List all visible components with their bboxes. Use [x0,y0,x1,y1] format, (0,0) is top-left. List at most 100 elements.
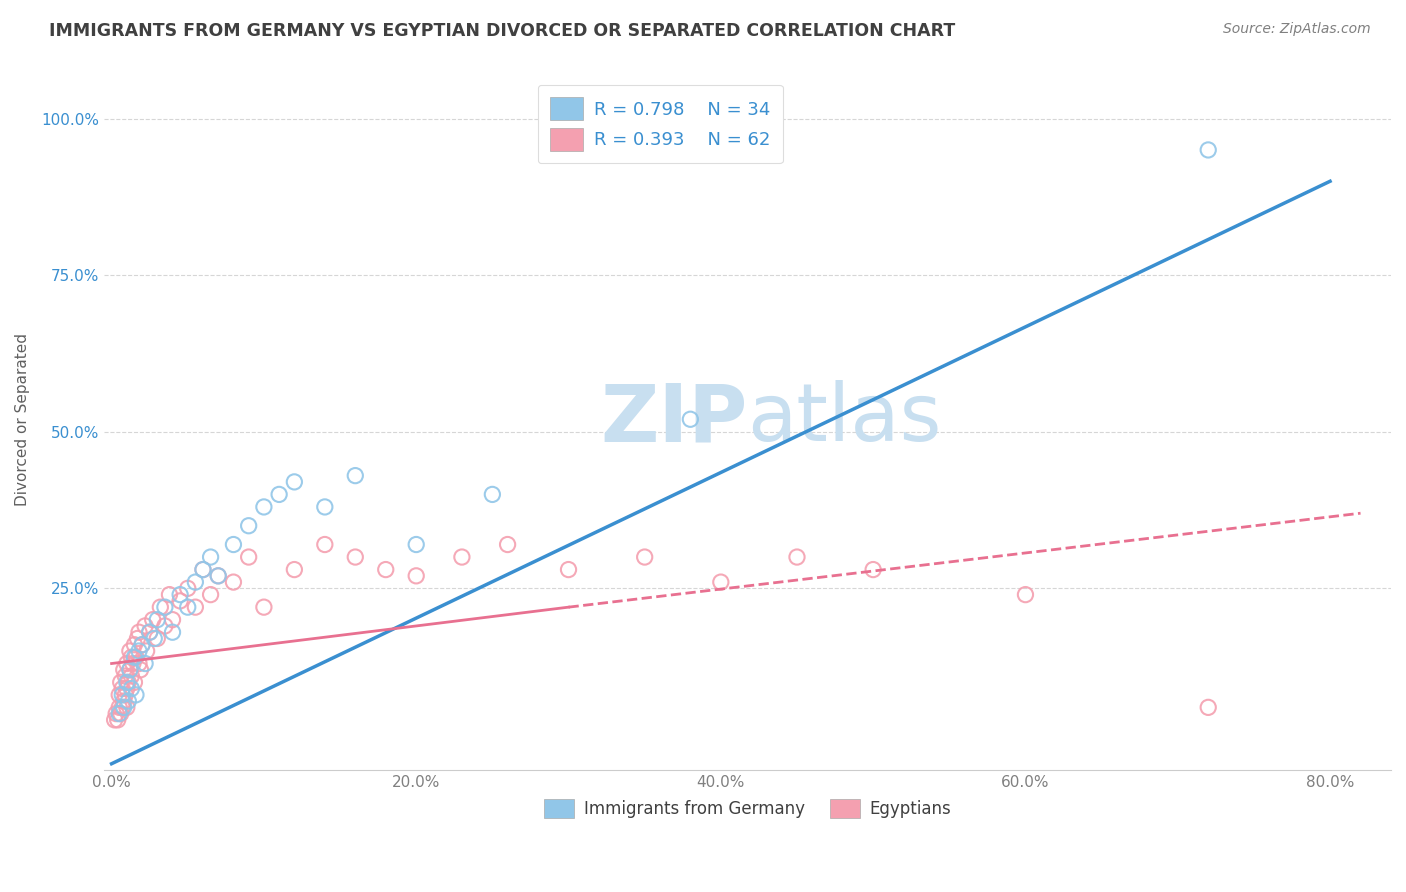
Point [125,688,148,702]
Point [374,563,396,577]
Point [191,563,214,577]
Point [122,657,145,671]
Point [110,706,132,721]
Point [222,537,245,551]
Point [634,549,657,564]
Point [162,625,184,640]
Point [1197,700,1219,714]
Point [679,412,702,426]
Point [253,600,276,615]
Point [127,632,149,646]
Point [191,563,214,577]
Point [159,588,181,602]
Point [124,638,146,652]
Point [118,663,141,677]
Text: ZIP: ZIP [600,380,748,458]
Text: Source: ZipAtlas.com: Source: ZipAtlas.com [1223,22,1371,37]
Point [177,582,200,596]
Point [143,632,166,646]
Point [114,669,136,683]
Point [131,638,153,652]
Point [146,613,169,627]
Point [269,487,291,501]
Point [146,632,169,646]
Point [120,681,142,696]
Point [125,650,148,665]
Text: IMMIGRANTS FROM GERMANY VS EGYPTIAN DIVORCED OR SEPARATED CORRELATION CHART: IMMIGRANTS FROM GERMANY VS EGYPTIAN DIVO… [49,22,956,40]
Point [107,713,129,727]
Point [104,713,127,727]
Point [207,569,229,583]
Point [481,487,503,501]
Point [557,563,579,577]
Point [112,663,135,677]
Point [149,600,172,615]
Point [1197,143,1219,157]
Point [111,700,134,714]
Point [184,600,207,615]
Point [200,549,222,564]
Point [283,475,305,489]
Point [314,537,336,551]
Point [344,468,367,483]
Point [153,619,176,633]
Point [108,706,131,721]
Point [131,638,153,652]
Point [451,549,474,564]
Point [120,669,142,683]
Point [112,694,135,708]
Point [111,688,134,702]
Point [177,600,200,615]
Legend: Immigrants from Germany, Egyptians: Immigrants from Germany, Egyptians [537,792,957,825]
Point [786,549,808,564]
Point [117,675,139,690]
Point [118,644,141,658]
Point [115,675,138,690]
Point [110,675,132,690]
Point [314,500,336,514]
Point [710,575,733,590]
Point [112,700,135,714]
Point [124,675,146,690]
Point [200,588,222,602]
Point [138,625,160,640]
Point [105,706,128,721]
Text: atlas: atlas [748,380,942,458]
Point [129,663,152,677]
Point [153,600,176,615]
Point [134,619,156,633]
Point [253,500,276,514]
Point [120,650,142,665]
Point [124,650,146,665]
Point [162,613,184,627]
Point [1014,588,1036,602]
Point [108,688,131,702]
Point [117,694,139,708]
Point [138,625,160,640]
Point [862,563,884,577]
Point [114,688,136,702]
Point [142,613,165,627]
Point [108,700,131,714]
Point [169,588,191,602]
Y-axis label: Divorced or Separated: Divorced or Separated [15,333,30,506]
Point [115,657,138,671]
Point [128,625,150,640]
Point [207,569,229,583]
Point [405,537,427,551]
Point [283,563,305,577]
Point [184,575,207,590]
Point [135,644,157,658]
Point [222,575,245,590]
Point [134,657,156,671]
Point [115,681,138,696]
Point [169,594,191,608]
Point [128,644,150,658]
Point [118,663,141,677]
Point [344,549,367,564]
Point [496,537,519,551]
Point [111,681,134,696]
Point [238,518,260,533]
Point [405,569,427,583]
Point [115,700,138,714]
